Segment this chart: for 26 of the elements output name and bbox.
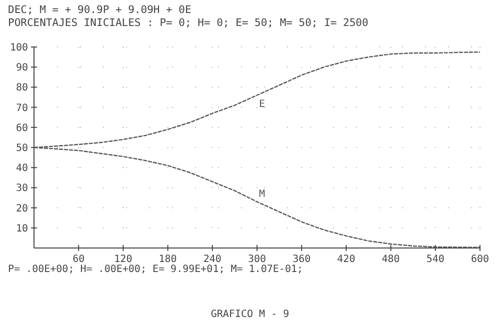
x-tick-label: 540: [426, 254, 444, 265]
y-tick-label: 100: [10, 42, 28, 54]
y-tick-label: 40: [16, 163, 28, 174]
x-tick-label: 60: [72, 254, 85, 265]
x-tick-label: 240: [203, 254, 222, 265]
y-tick-label: 60: [16, 122, 28, 134]
y-tick-label: 70: [16, 102, 28, 114]
y-tick-label: 20: [16, 203, 28, 214]
chart-title: DEC; M = + 90.9P + 9.09H + 0E: [8, 4, 192, 16]
y-tick-label: 10: [16, 223, 28, 234]
y-tick-label: 50: [16, 143, 28, 154]
chart-subtitle: PORCENTAJES INICIALES : P= 0; H= 0; E= 50; M= 50; I= 2500: [8, 17, 368, 29]
x-tick-label: 480: [382, 254, 400, 265]
y-tick-label: 80: [16, 82, 28, 94]
x-tick-label: 120: [114, 254, 132, 265]
y-tick-label: 30: [16, 183, 28, 194]
text: P= .00E+00; H= .00E+00; E= 9.99E+01; M= 1.07E-01;: [8, 264, 304, 275]
x-tick-label: 180: [158, 254, 177, 265]
x-tick-label: 360: [292, 254, 311, 265]
y-tick-label: 90: [16, 62, 28, 74]
x-tick-label: 600: [470, 254, 490, 265]
x-tick-label: 300: [248, 254, 266, 265]
series-label: E: [259, 99, 266, 110]
series-label: M: [259, 188, 266, 200]
x-tick-label: 420: [337, 254, 356, 265]
text: GRAFICO M - 9: [210, 309, 290, 320]
